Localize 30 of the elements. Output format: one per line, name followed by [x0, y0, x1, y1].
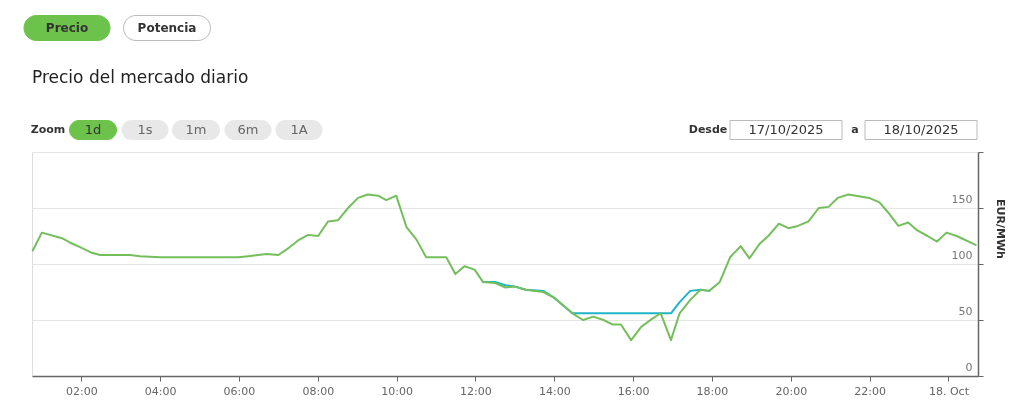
x-tick-label: 04:00 — [144, 384, 177, 398]
y-tick-label: 100 — [951, 248, 973, 262]
y-tick-label: 150 — [951, 192, 973, 206]
y-axis-title: EUR/MWh — [994, 199, 1007, 259]
x-tick-label: 02:00 — [65, 384, 98, 398]
x-tick-label: 06:00 — [223, 384, 256, 398]
text: Precio — [45, 21, 89, 35]
text: Potencia — [137, 21, 197, 35]
x-tick-label: 22:00 — [854, 384, 886, 398]
text: Desde — [688, 123, 728, 136]
text: 1A — [290, 122, 308, 137]
x-tick-label: 14:00 — [538, 384, 571, 398]
x-tick-label: 08:00 — [302, 384, 335, 398]
y-tick-label: 50 — [958, 304, 973, 318]
chart-title: Precio del mercado diario — [32, 67, 249, 87]
x-tick-label: 16:00 — [617, 384, 650, 398]
text: 1s — [137, 122, 153, 137]
text: 18/10/2025 — [883, 122, 959, 137]
x-tick-label: 12:00 — [460, 384, 492, 398]
y-tick-label: 0 — [965, 360, 973, 374]
text: a — [851, 123, 859, 136]
x-tick-label: 18. Oct — [928, 384, 970, 398]
text: 6m — [237, 122, 259, 137]
x-tick-label: 18:00 — [696, 384, 729, 398]
text: 1d — [84, 122, 102, 137]
x-tick-label: 20:00 — [775, 384, 808, 398]
text: 17/10/2025 — [748, 122, 824, 137]
text: Zoom — [30, 123, 66, 136]
x-tick-label: 10:00 — [381, 384, 413, 398]
text: 1m — [185, 122, 207, 137]
